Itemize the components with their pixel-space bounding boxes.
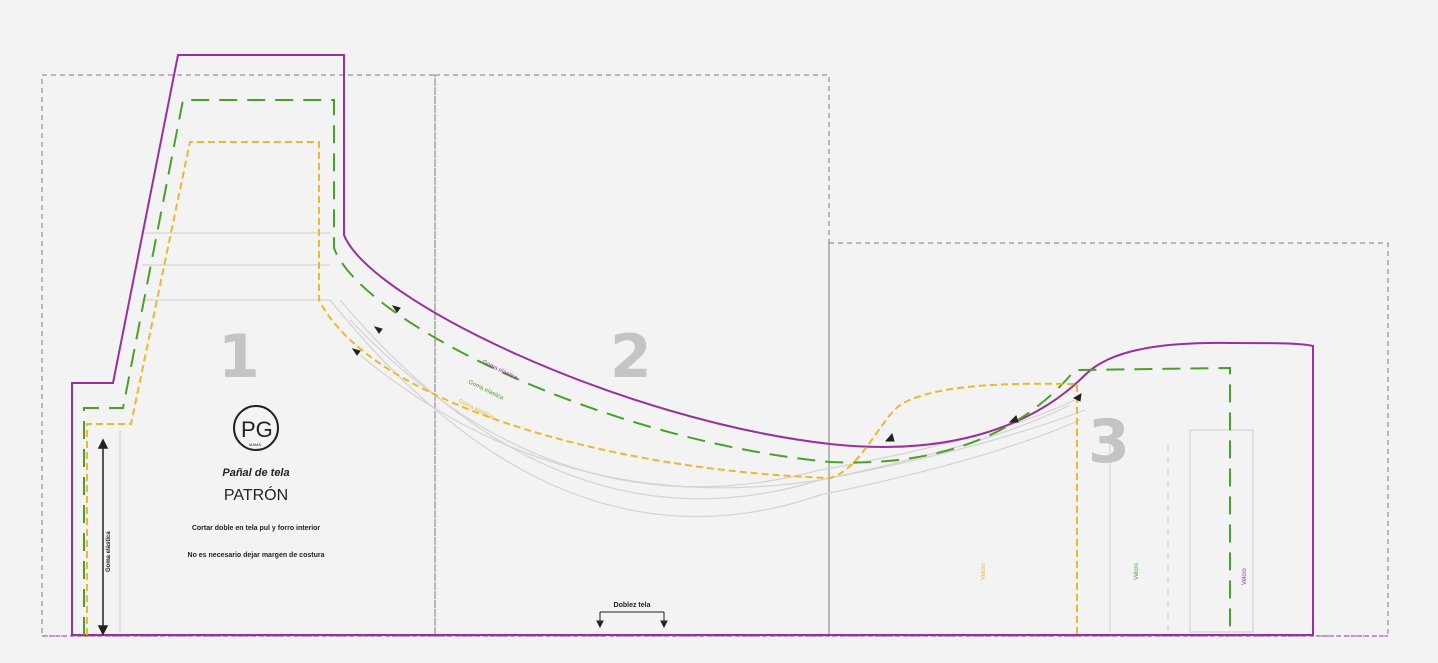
note-seam: No es necesario dejar margen de costura <box>188 552 325 559</box>
guide-lines <box>119 232 1254 633</box>
velcro-label-purple: Velcro <box>1242 568 1248 585</box>
pattern-subtitle: PATRÓN <box>224 485 288 504</box>
elastic-vertical-label: Goma elástica <box>106 531 112 572</box>
section-number-1: 1 <box>218 322 260 392</box>
section-number-3: 3 <box>1088 407 1130 477</box>
brand-logo: PG MAMÁ <box>233 405 279 451</box>
elastic-measure <box>97 438 109 636</box>
logo-tagline: MAMÁ <box>249 442 261 447</box>
elastic-label-green: Goma elástica <box>467 379 505 401</box>
inner-dashed-line <box>86 141 1078 635</box>
page-border-3 <box>828 242 1389 637</box>
note-cut: Cortar doble en tela pul y forro interio… <box>192 525 321 532</box>
section-number-2: 2 <box>610 322 652 392</box>
velcro-label-green: Velcro <box>1134 563 1140 580</box>
outer-cut-line <box>71 54 1314 636</box>
middle-dashed-line <box>83 99 1231 635</box>
logo-monogram: PG <box>241 417 273 442</box>
elastic-label-purple: Goma elástica <box>481 359 519 381</box>
elastic-label-yellow: Goma elástica <box>457 398 495 420</box>
velcro-label-yellow: Velcro <box>981 563 987 580</box>
direction-arrows <box>351 305 1082 442</box>
fold-label: Doblez tela <box>614 602 651 609</box>
pattern-title: Pañal de tela <box>222 467 289 479</box>
fold-marker <box>596 611 668 629</box>
